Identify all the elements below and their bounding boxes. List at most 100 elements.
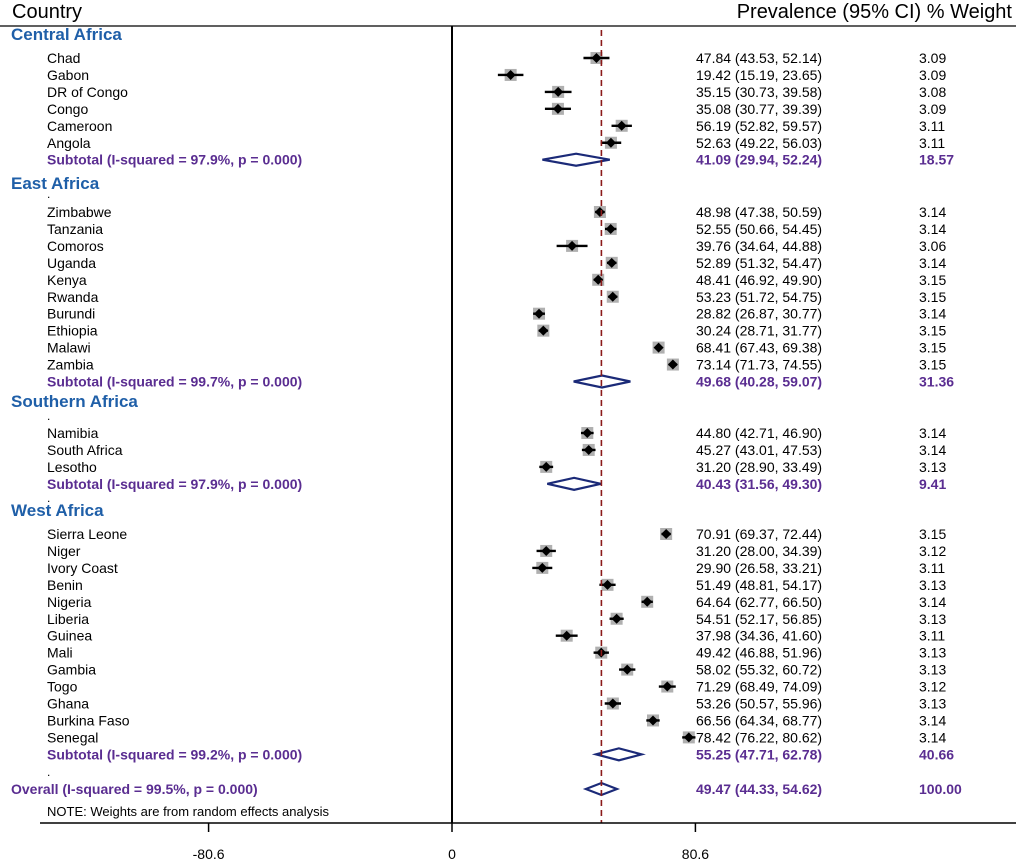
point-marker — [661, 529, 672, 539]
point-marker — [653, 342, 664, 353]
ci-text: 19.42 (15.19, 23.65) — [696, 67, 822, 83]
ci-text: 78.42 (76.22, 80.62) — [696, 729, 822, 745]
group-title: West Africa — [11, 501, 104, 520]
subtotal-diamond — [591, 747, 646, 762]
country-label: Senegal — [47, 729, 98, 745]
weight-text: 3.09 — [919, 50, 946, 66]
subtotal-ci-text: 40.43 (31.56, 49.30) — [696, 476, 822, 492]
point-marker — [648, 715, 659, 726]
country-label: Zimbabwe — [47, 204, 112, 220]
spacer-dot: . — [47, 491, 50, 505]
country-label: Ivory Coast — [47, 560, 118, 576]
point-marker — [642, 596, 653, 607]
weight-text: 3.15 — [919, 323, 946, 339]
ci-text: 73.14 (71.73, 74.55) — [696, 357, 822, 373]
weight-text: 3.09 — [919, 101, 946, 117]
country-label: Tanzania — [47, 221, 103, 237]
point-marker — [534, 308, 545, 319]
overall-ci-text: 49.47 (44.33, 54.62) — [696, 781, 822, 797]
point-marker — [505, 69, 516, 80]
weight-text: 3.13 — [919, 611, 946, 627]
subtotal-ci-text: 49.68 (40.28, 59.07) — [696, 374, 822, 390]
note-text: NOTE: Weights are from random effects an… — [47, 804, 330, 819]
subtotal-diamond — [542, 152, 610, 167]
country-label: Rwanda — [47, 289, 99, 305]
ci-text: 35.08 (30.77, 39.39) — [696, 101, 822, 117]
ci-text: 66.56 (64.34, 68.77) — [696, 712, 822, 728]
point-marker — [561, 630, 572, 641]
point-marker — [606, 257, 617, 268]
subtotal-label: Subtotal (I-squared = 99.7%, p = 0.000) — [47, 374, 302, 390]
point-marker — [607, 698, 618, 709]
country-label: Zambia — [47, 357, 94, 373]
point-marker — [591, 53, 602, 63]
ci-text: 70.91 (69.37, 72.44) — [696, 526, 822, 542]
country-label: Namibia — [47, 425, 99, 441]
spacer-dot: . — [47, 409, 50, 423]
point-marker — [552, 103, 563, 114]
subtotal-label: Subtotal (I-squared = 97.9%, p = 0.000) — [47, 476, 302, 492]
point-marker — [662, 681, 673, 692]
overall-weight-text: 100.00 — [919, 781, 962, 797]
ci-text: 64.64 (62.77, 66.50) — [696, 594, 822, 610]
country-label: DR of Congo — [47, 84, 128, 100]
weight-text: 3.15 — [919, 357, 946, 373]
country-label: Ethiopia — [47, 323, 98, 339]
weight-text: 3.11 — [919, 135, 945, 151]
ci-text: 53.26 (50.57, 55.96) — [696, 696, 822, 712]
ci-text: 37.98 (34.36, 41.60) — [696, 628, 822, 644]
point-marker — [541, 461, 552, 472]
group-title: Central Africa — [11, 25, 122, 44]
subtotal-label: Subtotal (I-squared = 97.9%, p = 0.000) — [47, 152, 302, 168]
weight-text: 3.13 — [919, 577, 946, 593]
weight-text: 3.11 — [919, 628, 945, 644]
country-label: Burkina Faso — [47, 712, 130, 728]
subtotal-weight-text: 40.66 — [919, 746, 954, 762]
axis-ticks: -80.6 0 80.6 — [193, 823, 709, 862]
point-marker — [607, 291, 618, 302]
ci-text: 52.63 (49.22, 56.03) — [696, 135, 822, 151]
overall-diamond — [582, 781, 621, 797]
country-label: Burundi — [47, 306, 95, 322]
ci-text: 58.02 (55.32, 60.72) — [696, 662, 822, 678]
ci-text: 48.41 (46.92, 49.90) — [696, 272, 822, 288]
point-marker — [605, 223, 616, 234]
country-label: Lesotho — [47, 459, 97, 475]
country-label: Kenya — [47, 272, 87, 288]
point-marker — [683, 732, 694, 743]
weight-text: 3.09 — [919, 67, 946, 83]
point-marker — [622, 664, 633, 675]
ci-text: 54.51 (52.17, 56.85) — [696, 611, 822, 627]
country-label: Malawi — [47, 340, 91, 356]
overall-label: Overall (I-squared = 99.5%, p = 0.000) — [11, 781, 258, 797]
point-marker — [602, 579, 613, 590]
point-marker — [583, 444, 594, 455]
weight-text: 3.15 — [919, 272, 946, 288]
point-marker — [582, 428, 593, 438]
subtotal-label: Subtotal (I-squared = 99.2%, p = 0.000) — [47, 746, 302, 762]
country-label: Nigeria — [47, 594, 92, 610]
subtotal-ci-text: 41.09 (29.94, 52.24) — [696, 152, 822, 168]
weight-text: 3.12 — [919, 679, 946, 695]
ci-text: 44.80 (42.71, 46.90) — [696, 425, 822, 441]
estimate-header: Prevalence (95% CI) % Weight — [737, 1, 1013, 23]
ci-text: 28.82 (26.87, 30.77) — [696, 306, 822, 322]
weight-text: 3.13 — [919, 662, 946, 678]
country-label: South Africa — [47, 442, 123, 458]
country-label: Congo — [47, 101, 88, 117]
spacer-dot: . — [47, 765, 50, 779]
rows-layer: Central Africa Chad 47.84 (43.53, 52.14) 3.… — [11, 25, 962, 797]
spacer-dot: . — [47, 187, 50, 201]
weight-text: 3.12 — [919, 543, 946, 559]
ci-text: 52.55 (50.66, 54.45) — [696, 221, 822, 237]
tick-label: 80.6 — [682, 846, 709, 862]
country-label: Ghana — [47, 696, 89, 712]
point-marker — [594, 207, 605, 217]
country-label: Guinea — [47, 628, 92, 644]
group-title: East Africa — [11, 174, 100, 193]
country-label: Togo — [47, 679, 78, 695]
ci-text: 52.89 (51.32, 54.47) — [696, 255, 822, 271]
tick-label: 0 — [448, 846, 456, 862]
subtotal-ci-text: 55.25 (47.71, 62.78) — [696, 746, 822, 762]
